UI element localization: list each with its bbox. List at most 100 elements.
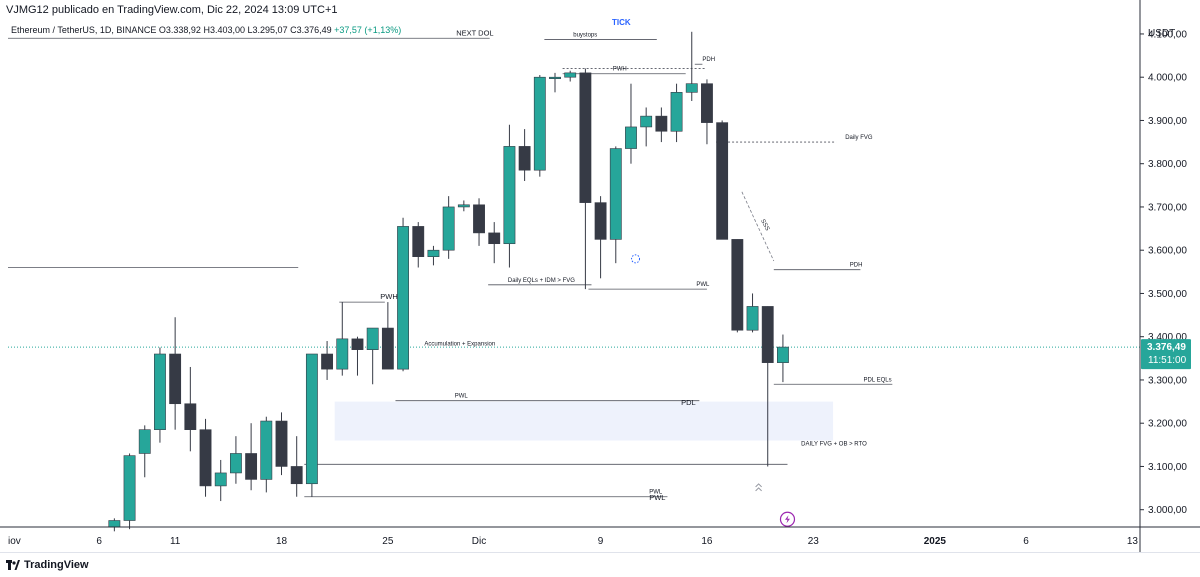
candle-28 <box>533 75 546 177</box>
time-tick-label-5: Dic <box>472 536 486 547</box>
candle-38 <box>685 31 698 101</box>
candle-body <box>716 122 729 240</box>
level-label-8: PWL <box>455 394 469 400</box>
candle-7 <box>214 459 227 502</box>
candle-body <box>169 353 182 405</box>
price-chart[interactable]: NEXT DOL buystops PWH PDH Daily FVG PWH PWL Dai… <box>0 0 1200 552</box>
price-tick-label-7: 3.400,00 <box>1148 332 1187 343</box>
time-tick-label-4: 25 <box>382 536 394 547</box>
candle-body <box>229 453 242 474</box>
candle-body <box>731 239 744 331</box>
chevrons-up-icon <box>755 483 762 492</box>
candle-body <box>503 146 516 245</box>
candle-16 <box>351 336 364 376</box>
candle-body <box>625 126 637 149</box>
candle-15 <box>336 302 349 376</box>
candle-10 <box>260 416 273 493</box>
candle-body <box>761 306 774 363</box>
price-tick-label-5: 3.600,00 <box>1148 246 1187 257</box>
time-tick-label-3: 18 <box>276 536 288 547</box>
ohlc-high: H3.403,00 <box>203 25 246 35</box>
candle-29 <box>549 72 561 93</box>
candle-body <box>381 327 394 370</box>
candle-34 <box>625 83 637 164</box>
time-tick-label-9: 2025 <box>924 536 947 547</box>
publication-caption: VJMG12 publicado en TradingView.com, Dic… <box>6 4 338 16</box>
candle-body <box>777 346 789 363</box>
candle-24 <box>473 198 485 246</box>
level-label-11: PDH <box>850 263 863 269</box>
symbol-name: Ethereum / TetherUS, 1D, BINANCE <box>11 25 157 35</box>
candle-body <box>594 202 607 240</box>
footer: TradingView <box>0 552 1200 577</box>
candle-9 <box>245 423 258 491</box>
annotation-3: PWL <box>649 493 665 502</box>
price-tick-label-2: 3.900,00 <box>1148 116 1187 127</box>
annotations-layer: NEXT DOL buystops PWH PDH Daily FVG PWH PWL Dai… <box>380 28 892 527</box>
candle-40 <box>716 120 729 240</box>
ohlc-open: O3.338,92 <box>158 25 201 35</box>
candle-body <box>533 76 546 171</box>
candle-body <box>518 146 531 171</box>
candle-6 <box>199 418 212 497</box>
price-tick-label-6: 3.500,00 <box>1148 289 1187 300</box>
level-label-3: PWH <box>613 67 627 73</box>
price-tick-label-9: 3.200,00 <box>1148 419 1187 430</box>
candle-30 <box>564 70 577 82</box>
price-tick-label-3: 3.800,00 <box>1148 159 1187 170</box>
tradingview-logo-icon[interactable] <box>6 558 20 572</box>
level-label-14: PWL <box>649 490 663 496</box>
candle-5 <box>184 366 197 452</box>
candle-1 <box>123 453 136 530</box>
candle-14 <box>321 341 334 380</box>
level-label-0: NEXT DOL <box>456 28 493 37</box>
candle-42 <box>746 293 759 333</box>
candle-19 <box>397 217 409 372</box>
price-tick-label-4: 3.700,00 <box>1148 202 1187 213</box>
time-tick-label-6: 9 <box>598 536 604 547</box>
candle-35 <box>640 107 653 147</box>
candle-body <box>321 353 334 370</box>
current-price-value: 3.376,49 <box>1147 342 1186 353</box>
symbol-legend[interactable]: Ethereum / TetherUS, 1D, BINANCE O3.338,… <box>11 25 401 35</box>
currency-label[interactable]: USDT <box>1148 28 1175 39</box>
candle-body <box>184 403 197 430</box>
candle-44 <box>777 334 789 383</box>
time-tick-label-8: 23 <box>808 536 820 547</box>
candle-body <box>290 466 303 485</box>
candle-43 <box>761 306 774 467</box>
current-price-badge[interactable] <box>1141 339 1191 370</box>
candle-18 <box>381 302 394 370</box>
level-label-2: buystops <box>573 33 597 39</box>
candle-26 <box>503 124 516 268</box>
candle-body <box>701 83 713 123</box>
candle-22 <box>442 196 455 259</box>
candle-body <box>579 72 592 203</box>
candle-body <box>108 520 121 528</box>
candle-body <box>366 327 379 350</box>
candle-2 <box>138 425 151 478</box>
candle-body <box>746 306 759 331</box>
price-tick-label-10: 3.100,00 <box>1148 462 1187 473</box>
candle-20 <box>412 222 425 268</box>
footer-brand[interactable]: TradingView <box>24 559 89 571</box>
candle-body <box>397 226 409 370</box>
candle-31 <box>579 68 592 290</box>
candle-body <box>685 83 698 93</box>
price-tick-label-0: 4.100,00 <box>1148 29 1187 40</box>
level-label-10: PWL <box>696 282 710 288</box>
time-tick-label-1: 6 <box>96 536 102 547</box>
level-label-5: PDH <box>702 57 715 63</box>
candle-body <box>275 420 288 467</box>
candle-body <box>457 204 470 208</box>
candle-3 <box>154 347 166 443</box>
candle-body <box>655 115 668 132</box>
candle-21 <box>427 245 440 266</box>
candle-11 <box>275 412 288 476</box>
ohlc-close: C3.376,49 <box>290 25 332 35</box>
candle-8 <box>229 436 242 484</box>
candle-41 <box>731 239 744 333</box>
candle-body <box>123 455 136 521</box>
tick-label: TICK <box>612 18 631 27</box>
